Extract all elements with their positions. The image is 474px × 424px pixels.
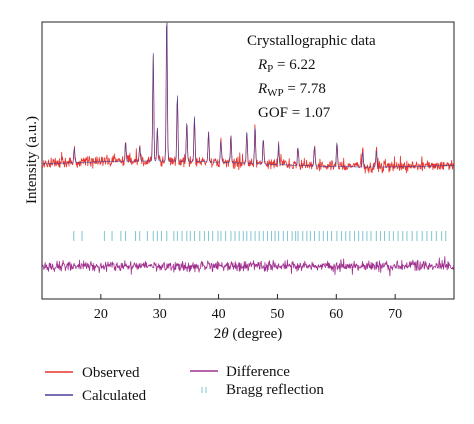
legend: Observed Calculated Difference Bragg ref… bbox=[45, 364, 324, 404]
x-tick-label: 70 bbox=[388, 307, 402, 322]
annotation-title: Crystallographic data bbox=[247, 33, 376, 49]
x-axis-ticks: 20 30 40 50 60 70 bbox=[94, 294, 402, 322]
x-axis-title: 2θ (degree) bbox=[214, 326, 283, 342]
bragg-reflection-markers bbox=[73, 231, 447, 241]
difference-line bbox=[41, 256, 455, 277]
calculated-line bbox=[41, 22, 455, 168]
x-tick-label: 60 bbox=[329, 307, 343, 322]
plot-frame bbox=[41, 21, 455, 300]
legend-label-observed: Observed bbox=[82, 365, 140, 381]
x-tick-label: 40 bbox=[212, 307, 226, 322]
legend-label-difference: Difference bbox=[226, 364, 290, 380]
annotation-rp: RP = 6.22 bbox=[257, 57, 316, 75]
annotation-rwp: RWP = 7.78 bbox=[257, 81, 326, 99]
x-tick-label: 50 bbox=[270, 307, 284, 322]
legend-label-calculated: Calculated bbox=[82, 388, 147, 404]
legend-swatch-bragg bbox=[201, 387, 207, 393]
difference-series bbox=[41, 256, 455, 277]
annotation-gof: GOF = 1.07 bbox=[258, 105, 331, 121]
x-tick-label: 20 bbox=[94, 307, 108, 322]
y-axis-title: Intensity (a.u.) bbox=[24, 116, 40, 204]
legend-label-bragg: Bragg reflection bbox=[226, 382, 324, 398]
calculated-series bbox=[41, 22, 455, 168]
x-tick-label: 30 bbox=[153, 307, 167, 322]
